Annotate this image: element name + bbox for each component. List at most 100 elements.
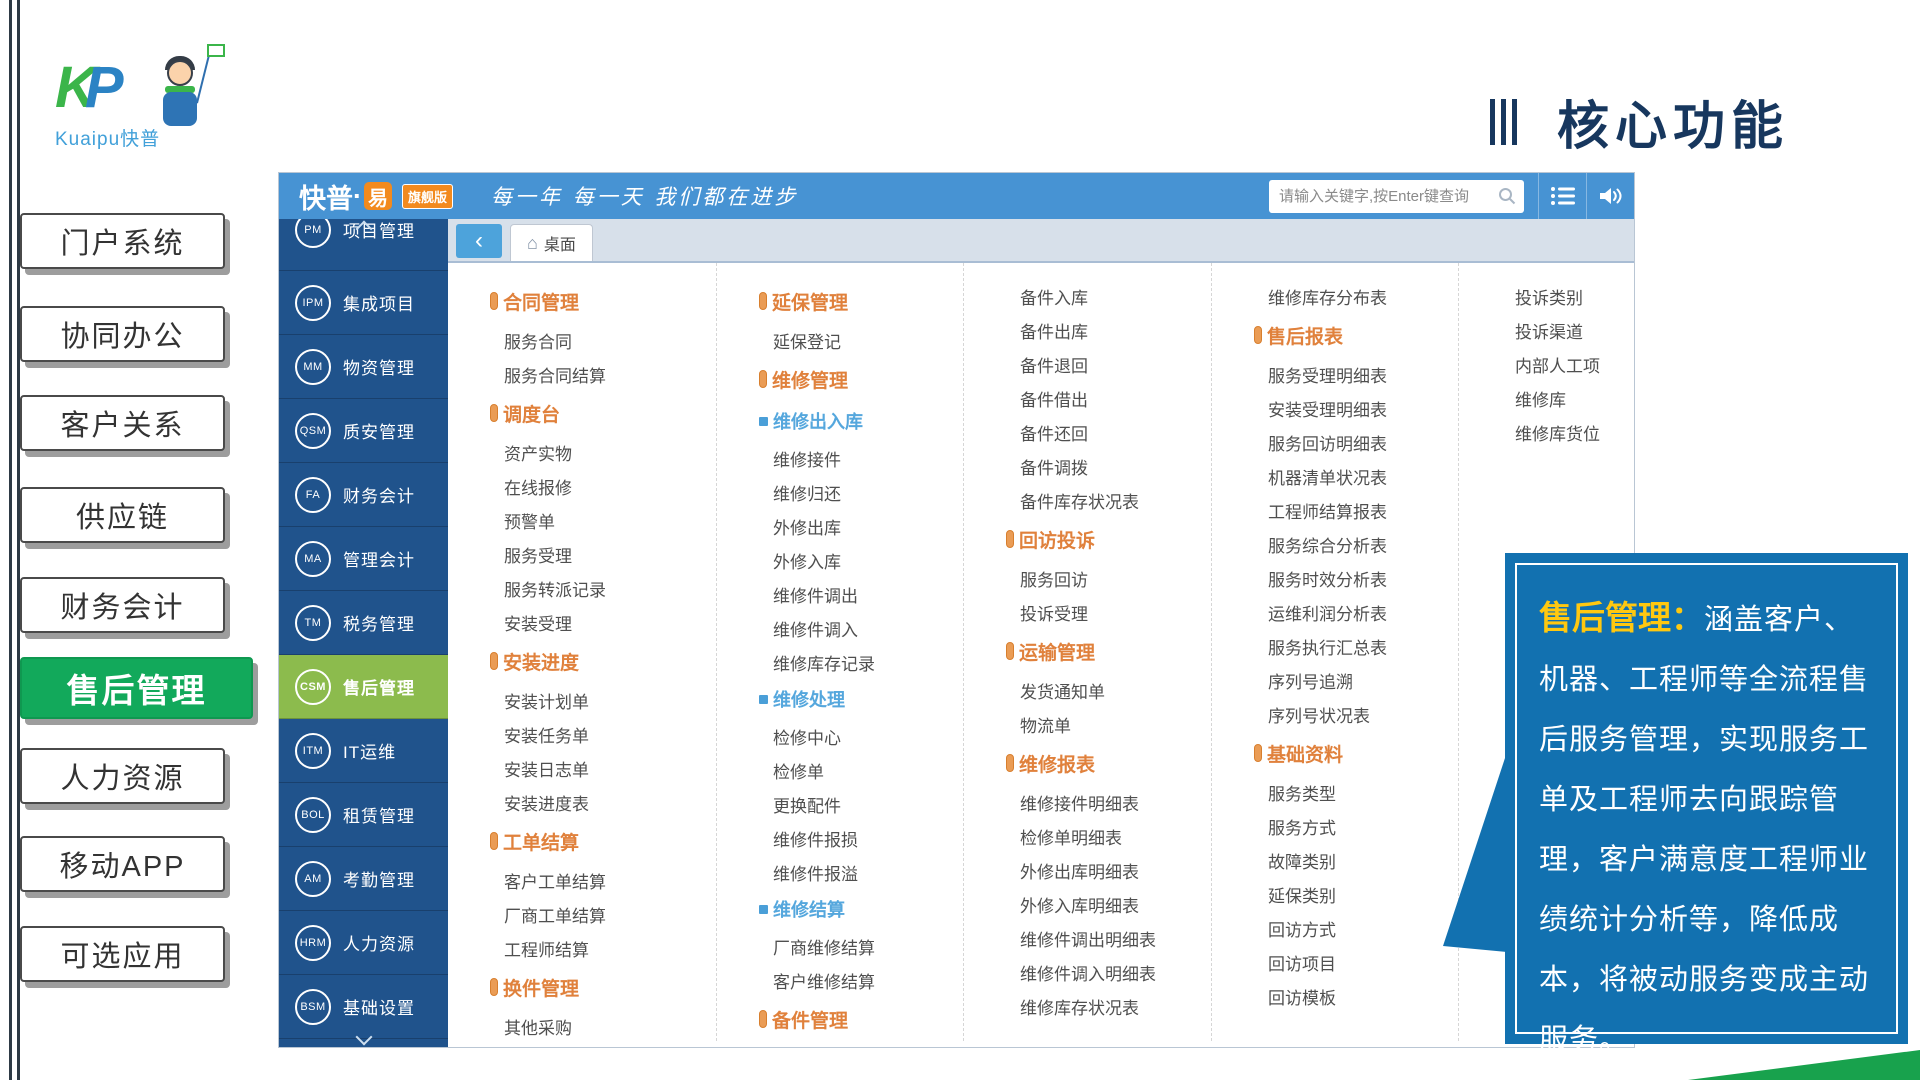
module-button[interactable]: 门户系统: [20, 213, 225, 269]
menu-item[interactable]: 序列号状况表: [1254, 697, 1452, 731]
menu-item[interactable]: 更换配件: [759, 787, 957, 821]
menu-item[interactable]: 外修出库明细表: [1006, 853, 1205, 887]
sidebar-module-item[interactable]: CSM 售后管理: [279, 655, 448, 719]
menu-item[interactable]: 发货通知单: [1006, 673, 1205, 707]
menu-item[interactable]: 售后报表: [1254, 313, 1452, 357]
menu-item[interactable]: 服务执行汇总表: [1254, 629, 1452, 663]
menu-item[interactable]: 预警单: [490, 503, 710, 537]
menu-item[interactable]: 外修入库: [759, 543, 957, 577]
menu-item[interactable]: 运维利润分析表: [1254, 595, 1452, 629]
menu-item[interactable]: 运输管理: [1006, 629, 1205, 673]
sidebar-module-item[interactable]: AM 考勤管理: [279, 847, 448, 911]
menu-item[interactable]: 检修单明细表: [1006, 819, 1205, 853]
sidebar-module-item[interactable]: TM 税务管理: [279, 591, 448, 655]
menu-item[interactable]: 安装任务单: [490, 717, 710, 751]
menu-item[interactable]: 维修处理: [759, 679, 957, 719]
menu-item[interactable]: 备件调拨: [1006, 449, 1205, 483]
menu-item[interactable]: 资产实物: [490, 435, 710, 469]
menu-item[interactable]: 回访方式: [1254, 911, 1452, 945]
menu-item[interactable]: 工程师结算: [490, 931, 710, 965]
menu-item[interactable]: 安装计划单: [490, 683, 710, 717]
menu-item[interactable]: 在线报修: [490, 469, 710, 503]
menu-item[interactable]: 服务方式: [1254, 809, 1452, 843]
menu-item[interactable]: 延保登记: [759, 323, 957, 357]
menu-item[interactable]: 维修件报溢: [759, 855, 957, 889]
menu-item[interactable]: 工单结算: [490, 819, 710, 863]
menu-item[interactable]: 厂商工单结算: [490, 897, 710, 931]
menu-item[interactable]: 工程师结算报表: [1254, 493, 1452, 527]
sidebar-module-item[interactable]: MA 管理会计: [279, 527, 448, 591]
menu-item[interactable]: 备件还回: [1006, 415, 1205, 449]
menu-item[interactable]: 维修件调入: [759, 611, 957, 645]
menu-item[interactable]: 内部人工项: [1501, 347, 1630, 381]
sidebar-module-item[interactable]: QSM 质安管理: [279, 399, 448, 463]
menu-item[interactable]: 服务合同结算: [490, 357, 710, 391]
search-box[interactable]: [1269, 179, 1524, 213]
menu-item[interactable]: 投诉类别: [1501, 279, 1630, 313]
menu-item[interactable]: 维修管理: [759, 357, 957, 401]
sidebar-module-item[interactable]: IPM 集成项目: [279, 271, 448, 335]
menu-item[interactable]: 维修接件: [759, 441, 957, 475]
menu-item[interactable]: 维修件调出明细表: [1006, 921, 1205, 955]
menu-item[interactable]: 安装受理: [490, 605, 710, 639]
sidebar-module-item[interactable]: BOL 租赁管理: [279, 783, 448, 847]
menu-item[interactable]: 调度台: [490, 391, 710, 435]
sidebar-module-item[interactable]: ITM IT运维: [279, 719, 448, 783]
menu-item[interactable]: 安装受理明细表: [1254, 391, 1452, 425]
menu-item[interactable]: 外修入库明细表: [1006, 887, 1205, 921]
menu-item[interactable]: 服务转派记录: [490, 571, 710, 605]
menu-item[interactable]: 维修结算: [759, 889, 957, 929]
menu-item[interactable]: 回访项目: [1254, 945, 1452, 979]
tab-desktop[interactable]: ⌂ 桌面: [510, 224, 593, 261]
menu-item[interactable]: 厂商维修结算: [759, 929, 957, 963]
menu-item[interactable]: 机器清单状况表: [1254, 459, 1452, 493]
menu-item[interactable]: 客户工单结算: [490, 863, 710, 897]
menu-item[interactable]: 基础资料: [1254, 731, 1452, 775]
menu-item[interactable]: 服务综合分析表: [1254, 527, 1452, 561]
module-button[interactable]: 客户关系: [20, 395, 225, 451]
module-button[interactable]: 售后管理: [20, 657, 253, 719]
menu-item[interactable]: 备件入库: [1006, 279, 1205, 313]
menu-item[interactable]: 备件出库: [1006, 313, 1205, 347]
menu-item[interactable]: 维修库存状况表: [1006, 989, 1205, 1023]
menu-item[interactable]: 服务回访明细表: [1254, 425, 1452, 459]
menu-item[interactable]: 外修出库: [759, 509, 957, 543]
menu-item[interactable]: 安装日志单: [490, 751, 710, 785]
menu-item[interactable]: 服务时效分析表: [1254, 561, 1452, 595]
sidebar-module-item[interactable]: HRM 人力资源: [279, 911, 448, 975]
menu-item[interactable]: 维修库存分布表: [1254, 279, 1452, 313]
menu-item[interactable]: 投诉受理: [1006, 595, 1205, 629]
menu-item[interactable]: 服务受理明细表: [1254, 357, 1452, 391]
menu-item[interactable]: 维修报表: [1006, 741, 1205, 785]
menu-item[interactable]: 检修中心: [759, 719, 957, 753]
list-view-button[interactable]: [1538, 173, 1586, 219]
menu-item[interactable]: 备件库存状况表: [1006, 483, 1205, 517]
menu-item[interactable]: 服务类型: [1254, 775, 1452, 809]
module-button[interactable]: 人力资源: [20, 748, 225, 804]
menu-item[interactable]: 维修件报损: [759, 821, 957, 855]
menu-item[interactable]: 延保管理: [759, 279, 957, 323]
menu-item[interactable]: 维修库货位: [1501, 415, 1630, 449]
menu-item[interactable]: 维修接件明细表: [1006, 785, 1205, 819]
menu-item[interactable]: 安装进度: [490, 639, 710, 683]
menu-item[interactable]: 换件管理: [490, 965, 710, 1009]
menu-item[interactable]: 维修库: [1501, 381, 1630, 415]
menu-item[interactable]: 故障类别: [1254, 843, 1452, 877]
menu-item[interactable]: 备件管理: [759, 997, 957, 1041]
module-button[interactable]: 财务会计: [20, 577, 225, 633]
menu-item[interactable]: 维修归还: [759, 475, 957, 509]
menu-item[interactable]: 投诉渠道: [1501, 313, 1630, 347]
menu-item[interactable]: 客户维修结算: [759, 963, 957, 997]
menu-item[interactable]: 其他采购: [490, 1009, 710, 1043]
sidebar-module-item[interactable]: BSM 基础设置: [279, 975, 448, 1039]
sound-button[interactable]: [1586, 173, 1634, 219]
menu-item[interactable]: 合同管理: [490, 279, 710, 323]
menu-item[interactable]: 物流单: [1006, 707, 1205, 741]
module-button[interactable]: 协同办公: [20, 306, 225, 362]
module-button[interactable]: 可选应用: [20, 926, 225, 982]
module-button[interactable]: 供应链: [20, 487, 225, 543]
menu-item[interactable]: 服务回访: [1006, 561, 1205, 595]
menu-item[interactable]: 回访投诉: [1006, 517, 1205, 561]
search-input[interactable]: [1279, 187, 1498, 205]
menu-item[interactable]: 维修件调出: [759, 577, 957, 611]
